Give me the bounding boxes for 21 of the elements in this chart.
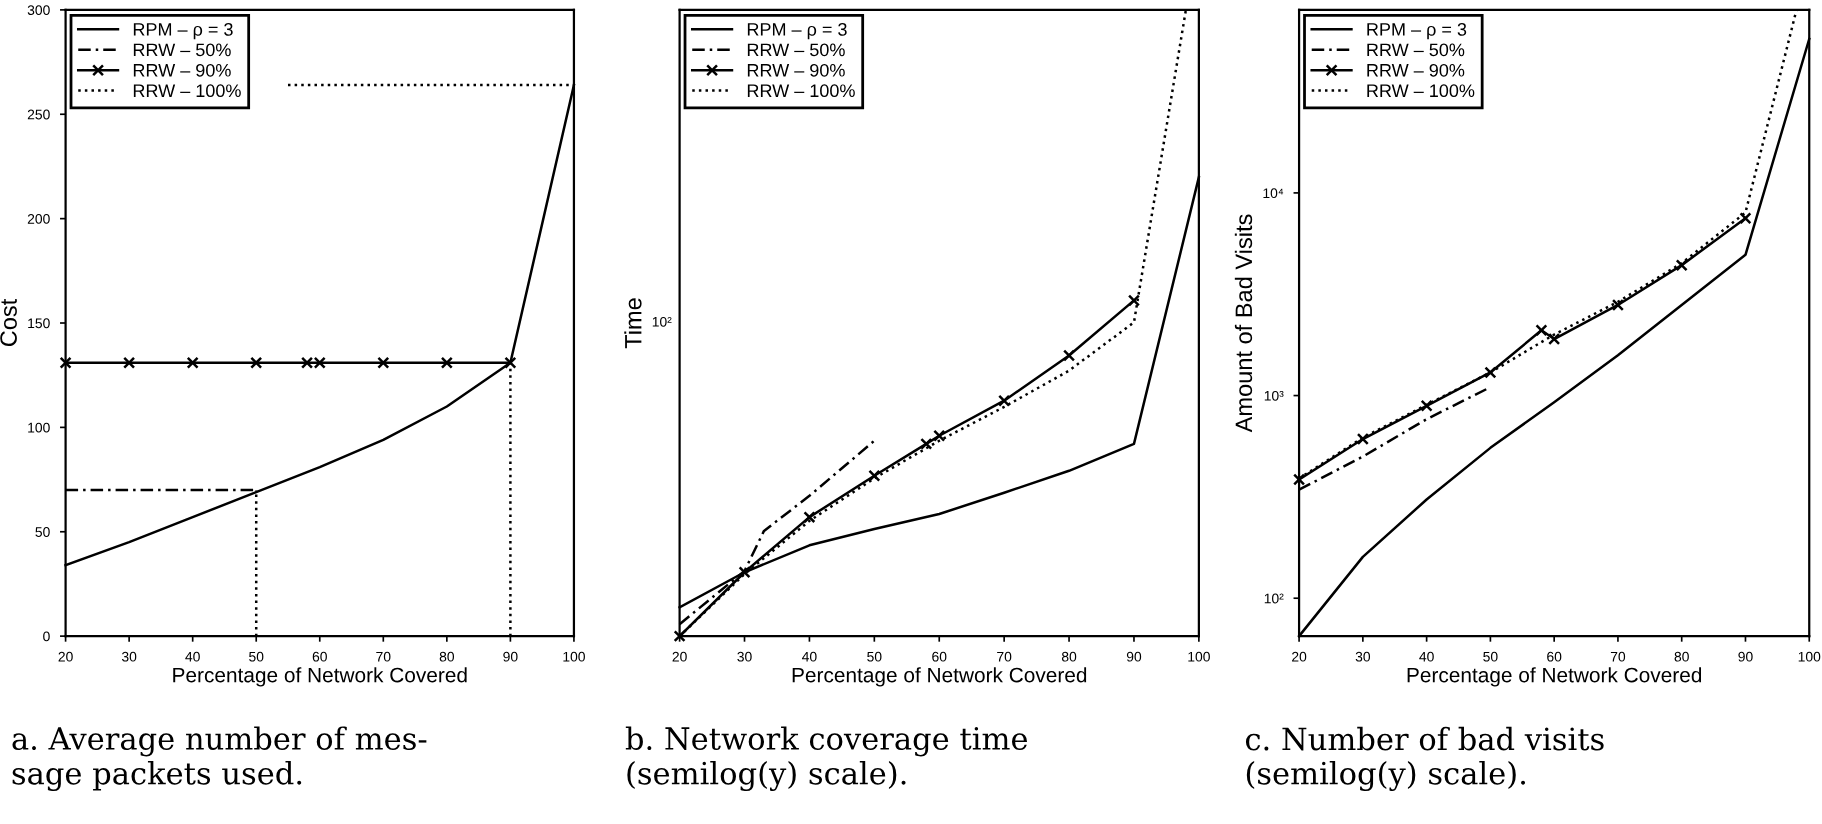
- legend-label: RRW – 90%: [1367, 63, 1465, 77]
- legend-label: RPM – ρ = 3: [747, 23, 847, 40]
- text: b. Network coverage time (semilog(y) scale).: [625, 726, 1028, 792]
- text: a. Average number of mes- sage packets used.: [12, 726, 427, 792]
- y-axis-title: Amount of Bad Visits: [1234, 214, 1253, 433]
- text: c. Number of bad visits (semilog(y) scale).: [1245, 726, 1604, 792]
- y-axis-title: Time: [624, 298, 642, 349]
- y-axis-title: Cost: [0, 298, 17, 347]
- legend-label: RPM – ρ = 3: [133, 23, 233, 40]
- legend-label: RPM – ρ = 3: [1367, 23, 1467, 40]
- legend-label: RRW – 50%: [747, 43, 845, 57]
- x-axis-title: Percentage of Network Covered: [173, 667, 467, 687]
- x-axis-title: Percentage of Network Covered: [792, 667, 1087, 687]
- legend-label: RRW – 50%: [1367, 43, 1465, 57]
- legend-label: RRW – 50%: [133, 43, 231, 57]
- x-axis-title: Percentage of Network Covered: [1407, 667, 1702, 687]
- legend-label: RRW – 100%: [747, 84, 855, 98]
- legend-label: RRW – 90%: [747, 63, 845, 77]
- legend-label: RRW – 100%: [133, 84, 241, 98]
- legend-label: RRW – 90%: [133, 63, 231, 77]
- legend-label: RRW – 100%: [1367, 84, 1475, 98]
